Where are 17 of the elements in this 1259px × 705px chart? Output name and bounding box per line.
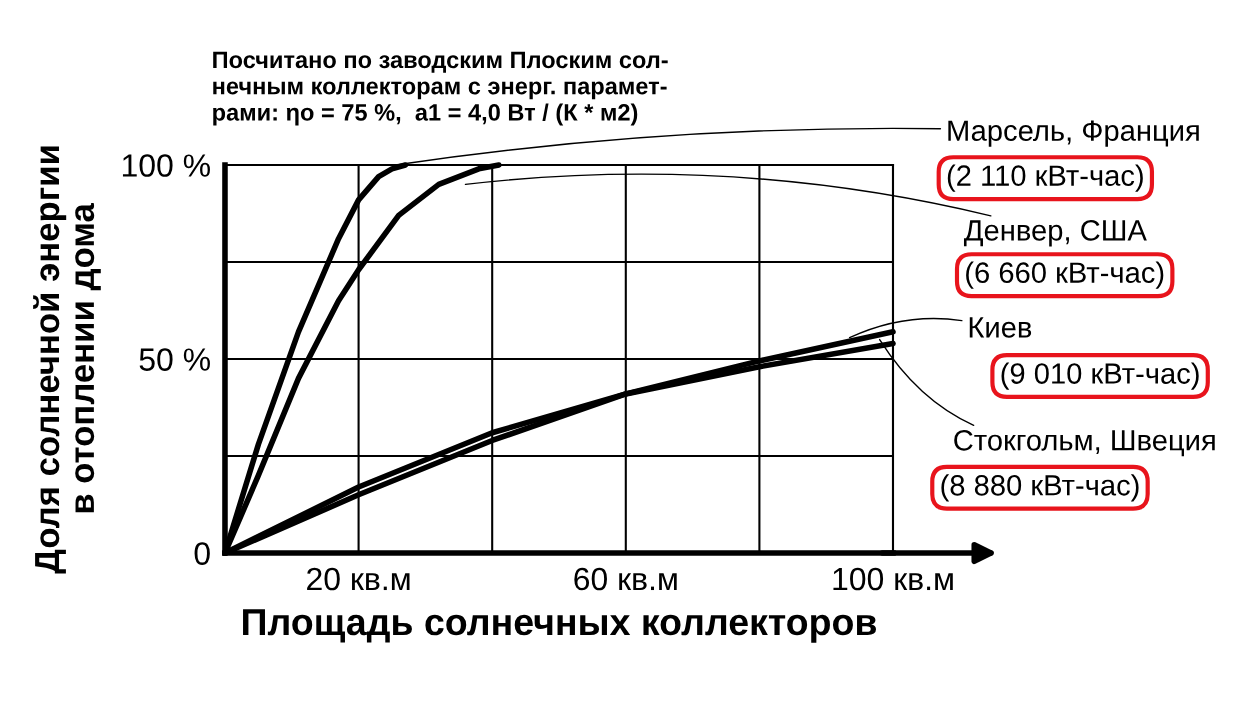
y-tick-label: 50 % bbox=[139, 348, 210, 371]
text: Стокгольм, Швеция bbox=[954, 429, 1215, 457]
text: (6 660 кВт-час) bbox=[966, 261, 1164, 289]
y-tick-label: 0 bbox=[194, 542, 210, 565]
x-tick-label: 60 кв.м bbox=[574, 567, 677, 591]
y-axis-title: Доля солнечной энергии в отоплении дома bbox=[33, 146, 101, 574]
y-tick-label: 100 % bbox=[122, 154, 210, 177]
text: Денвер, США bbox=[963, 220, 1147, 247]
chart-title: Посчитано по заводским Плоским сол- нечным коллекторам с энерг. парамет- рами: ηо = 75 %, а1 = 4,0 Вт / (К * м2) bbox=[213, 51, 668, 126]
x-tick-label: 20 кв.м bbox=[307, 567, 410, 591]
x-axis-title: Площадь солнечных коллекторов bbox=[243, 609, 877, 643]
text: (2 110 кВт-час) bbox=[947, 164, 1143, 192]
text: (9 010 кВт-час) bbox=[1001, 362, 1199, 390]
legend-label: Киев bbox=[969, 317, 1032, 338]
x-tick-label: 100 кв.м bbox=[833, 567, 953, 591]
text: (8 880 кВт-час) bbox=[941, 474, 1139, 502]
text: Марсель, Франция bbox=[948, 120, 1199, 147]
